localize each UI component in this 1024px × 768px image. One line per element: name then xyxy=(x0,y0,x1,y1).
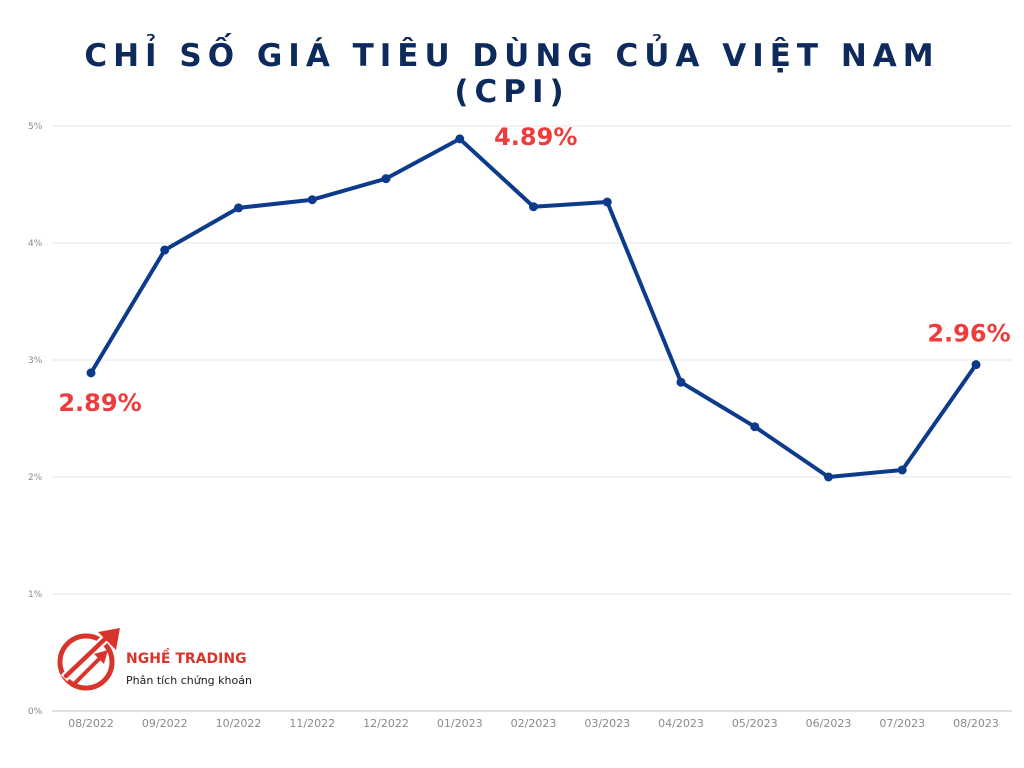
data-label: 2.96% xyxy=(927,320,1010,348)
x-tick-label: 05/2023 xyxy=(732,717,778,730)
x-tick-label: 02/2023 xyxy=(511,717,557,730)
y-tick-label: 1% xyxy=(28,590,43,600)
data-point xyxy=(307,195,317,205)
y-tick-label: 4% xyxy=(28,239,43,249)
y-tick-label: 0% xyxy=(28,707,43,717)
y-tick-label: 3% xyxy=(28,356,43,366)
x-tick-label: 06/2023 xyxy=(806,717,852,730)
x-tick-label: 04/2023 xyxy=(658,717,704,730)
x-tick-label: 08/2023 xyxy=(953,717,999,730)
data-point xyxy=(750,422,760,432)
data-point xyxy=(676,377,686,387)
data-point xyxy=(455,134,465,144)
x-tick-label: 08/2022 xyxy=(68,717,114,730)
y-tick-label: 5% xyxy=(28,122,43,132)
data-point xyxy=(160,245,170,255)
x-tick-label: 09/2022 xyxy=(142,717,188,730)
brand-name: NGHỀ TRADING xyxy=(126,651,247,667)
data-point xyxy=(234,203,243,213)
data-label: 2.89% xyxy=(58,389,141,417)
x-tick-label: 10/2022 xyxy=(216,717,262,730)
data-point xyxy=(602,197,612,207)
data-point xyxy=(897,465,907,475)
chart-title-line-1: CHỈ SỐ GIÁ TIÊU DÙNG CỦA VIỆT NAM xyxy=(84,38,940,74)
data-point xyxy=(824,472,833,482)
upward-arrow-circle-icon xyxy=(57,628,120,691)
brand-tagline: Phân tích chứng khoán xyxy=(126,674,252,687)
data-point xyxy=(971,360,981,370)
data-label: 4.89% xyxy=(494,123,577,151)
x-tick-label: 07/2023 xyxy=(879,717,925,730)
series-line xyxy=(89,136,978,479)
x-tick-label: 03/2023 xyxy=(584,717,630,730)
x-tick-label: 11/2022 xyxy=(289,717,335,730)
x-tick-label: 12/2022 xyxy=(363,717,409,730)
chart-title: CHỈ SỐ GIÁ TIÊU DÙNG CỦA VIỆT NAM (CPI) xyxy=(0,38,1024,110)
y-tick-label: 2% xyxy=(28,473,43,483)
brand-logo: NGHỀ TRADING Phân tích chứng khoán xyxy=(56,626,276,696)
data-point xyxy=(381,174,391,184)
x-tick-label: 01/2023 xyxy=(437,717,483,730)
chart-title-line-2: (CPI) xyxy=(454,74,570,110)
data-point xyxy=(529,202,538,212)
data-point xyxy=(86,368,96,378)
